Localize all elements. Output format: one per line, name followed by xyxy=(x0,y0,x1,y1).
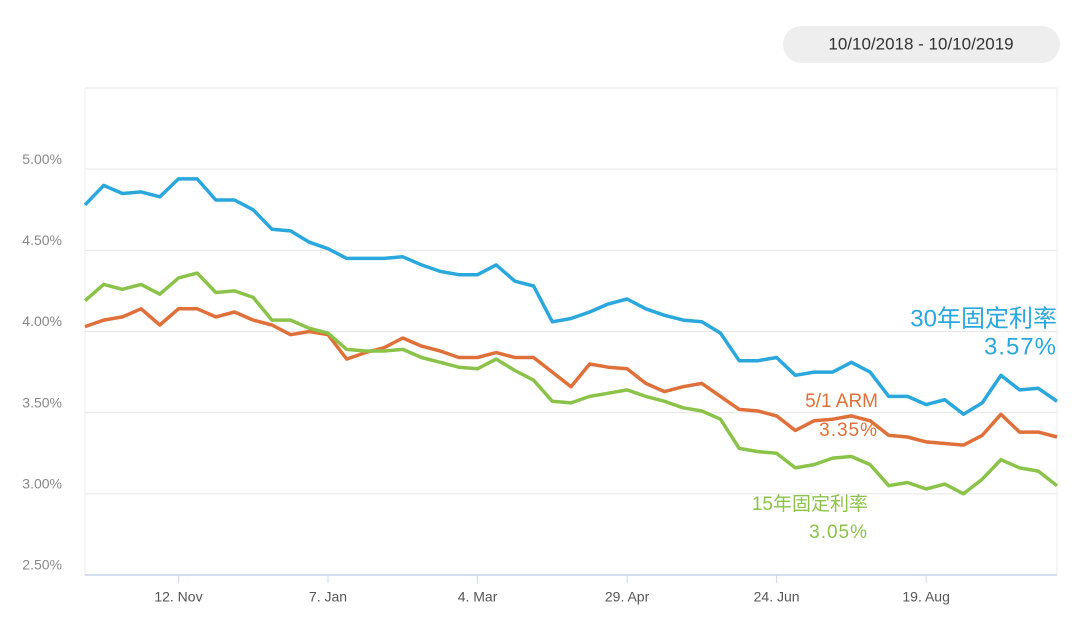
y-tick-label: 4.50% xyxy=(22,232,62,248)
x-tick-label: 12. Nov xyxy=(154,589,202,605)
series-label: 30年固定利率 xyxy=(910,305,1057,332)
series-value-label: 3.35% xyxy=(819,420,878,441)
y-tick-label: 4.00% xyxy=(22,313,62,329)
x-tick-label: 4. Mar xyxy=(458,589,498,605)
series-line xyxy=(83,177,1058,417)
date-range[interactable]: 10/10/2018 - 10/10/2019 xyxy=(828,34,1013,53)
series-value-label: 3.05% xyxy=(809,522,868,543)
x-tick-label: 29. Apr xyxy=(605,589,650,605)
y-tick-label: 2.50% xyxy=(22,557,62,573)
x-tick-label: 24. Jun xyxy=(754,589,800,605)
series-line xyxy=(83,271,1059,496)
y-tick-label: 3.00% xyxy=(22,476,62,492)
series-label: 5/1 ARM xyxy=(805,391,878,412)
x-tick-label: 19. Aug xyxy=(902,589,950,605)
series-value-label: 3.57% xyxy=(984,333,1057,360)
series-label: 15年固定利率 xyxy=(752,493,868,515)
x-tick-label: 7. Jan xyxy=(309,589,347,605)
series-line xyxy=(84,307,1058,447)
date-range-pill[interactable] xyxy=(783,26,1060,63)
y-tick-label: 5.00% xyxy=(22,151,62,167)
y-tick-label: 3.50% xyxy=(22,394,62,410)
